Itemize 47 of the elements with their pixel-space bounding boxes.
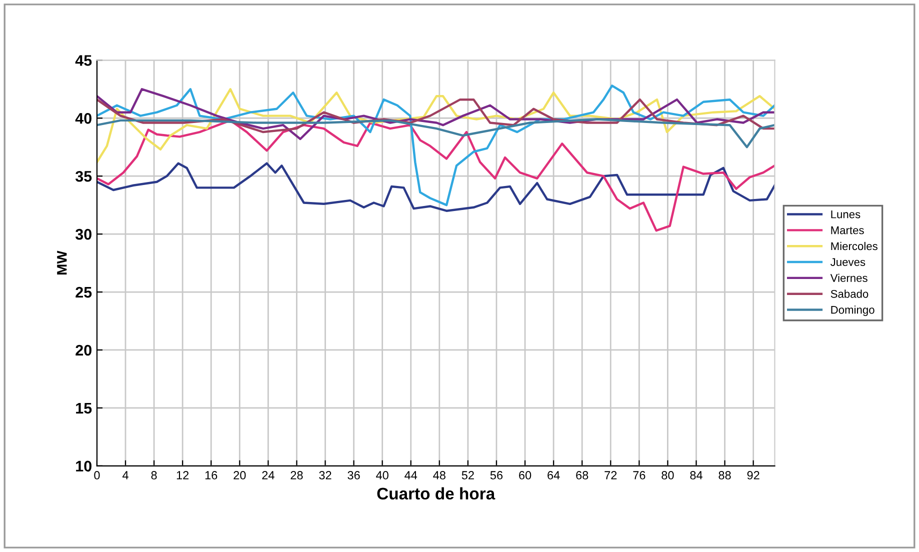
x-tick-label: 36 bbox=[348, 471, 360, 480]
x-tick-label: 72 bbox=[604, 471, 617, 480]
y-tick-label: 15 bbox=[76, 402, 92, 414]
x-axis-title: Cuarto de hora bbox=[377, 487, 496, 500]
line-series bbox=[96, 118, 775, 148]
x-tick-label: 76 bbox=[633, 471, 646, 480]
legend-label: Sabado bbox=[830, 290, 868, 298]
y-tick-label: 30 bbox=[75, 228, 92, 240]
y-tick-label: 20 bbox=[76, 344, 92, 356]
x-tick-label: 92 bbox=[747, 471, 760, 480]
line-series bbox=[96, 162, 775, 212]
x-tick-label: 8 bbox=[151, 471, 157, 480]
y-axis-title: MW bbox=[57, 250, 67, 274]
x-tick-label: 12 bbox=[176, 471, 189, 480]
x-tick-label: 64 bbox=[548, 471, 560, 480]
x-tick-label: 48 bbox=[433, 471, 446, 480]
y-tick-label: 25 bbox=[76, 286, 92, 298]
line-series bbox=[96, 84, 775, 206]
x-tick-label: 0 bbox=[94, 471, 100, 480]
x-tick-label: 80 bbox=[662, 471, 674, 480]
x-tick-label: 56 bbox=[490, 471, 503, 480]
legend-label: Viernes bbox=[830, 274, 868, 282]
x-tick-label: 24 bbox=[262, 471, 274, 480]
x-tick-label: 84 bbox=[690, 471, 702, 480]
legend-label: Martes bbox=[831, 226, 864, 234]
x-tick-label: 68 bbox=[576, 471, 588, 480]
x-tick-label: 28 bbox=[290, 471, 303, 480]
x-tick-label: 40 bbox=[376, 471, 388, 480]
x-tick-label: 16 bbox=[205, 471, 218, 480]
legend-label: Domingo bbox=[831, 306, 874, 316]
x-tick-label: 32 bbox=[319, 471, 332, 480]
y-tick-label: 35 bbox=[75, 170, 92, 182]
x-tick-label: 20 bbox=[234, 471, 246, 480]
legend-label: Jueves bbox=[830, 258, 866, 266]
x-tick-label: 60 bbox=[519, 471, 532, 480]
x-tick-label: 4 bbox=[122, 471, 128, 480]
x-tick-label: 52 bbox=[462, 471, 474, 480]
line-series bbox=[96, 88, 775, 140]
line-series bbox=[96, 88, 775, 164]
legend-label: Miercoles bbox=[831, 242, 878, 250]
y-tick-label: 45 bbox=[75, 55, 92, 66]
line-series bbox=[96, 98, 775, 134]
y-tick-label: 10 bbox=[76, 460, 92, 472]
x-tick-label: 88 bbox=[718, 471, 731, 480]
y-tick-label: 40 bbox=[75, 112, 92, 124]
x-tick-label: 44 bbox=[404, 471, 418, 480]
legend-label: Lunes bbox=[831, 210, 860, 218]
